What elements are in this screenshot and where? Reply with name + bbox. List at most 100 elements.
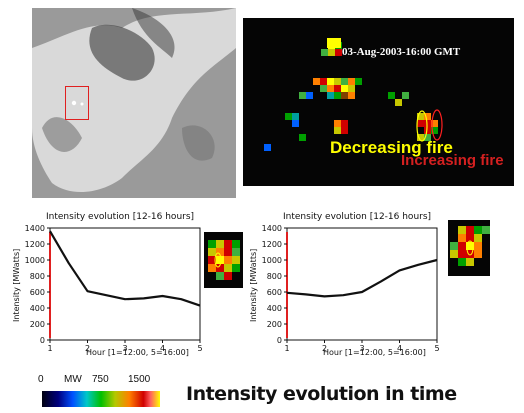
chart-title: Intensity evolution [12-16 hours] (283, 212, 432, 222)
satellite-image (32, 8, 236, 198)
thumbnail-pixel (466, 234, 474, 242)
thumbnail-pixel (474, 226, 482, 234)
fire-thumbnail-decreasing (204, 232, 244, 288)
x-tick-label: 4 (397, 344, 402, 353)
fire-pixel (292, 113, 299, 120)
thumbnail-pixel (458, 242, 466, 250)
y-tick-label: 400 (267, 304, 282, 313)
thumbnail-pixel (216, 256, 224, 264)
thumbnail-pixel (208, 240, 216, 248)
x-tick-label: 1 (284, 344, 289, 353)
thumbnail-pixel (458, 250, 466, 258)
thumbnail-pixel (466, 250, 474, 258)
fire-pixel (424, 113, 431, 120)
fire-pixel (285, 113, 292, 120)
fire-pixel (431, 127, 438, 134)
x-tick-label: 5 (434, 344, 439, 353)
y-tick-label: 800 (30, 272, 45, 281)
thumbnail-pixel (232, 256, 240, 264)
x-tick-label: 3 (359, 344, 364, 353)
thumbnail-pixel (450, 250, 458, 258)
increasing-fire-marker (431, 109, 443, 141)
colorbar-label-min: 0 (38, 374, 44, 385)
fire-pixel (334, 92, 341, 99)
fire-pixel-grid (264, 38, 438, 151)
thumbnail-pixel (216, 240, 224, 248)
map-timestamp: 03-Aug-2003-16:00 GMT (342, 46, 461, 58)
y-tick-label: 1400 (25, 224, 45, 233)
x-tick-label: 1 (47, 344, 52, 353)
thumbnail-pixel (458, 258, 466, 266)
thumbnail-fire-marker (214, 252, 222, 268)
increasing-fire-label: Increasing fire (401, 152, 504, 169)
y-tick-label: 0 (277, 336, 282, 345)
thumbnail-pixel (482, 226, 490, 234)
fire-pixel (417, 120, 424, 127)
x-tick-label: 2 (322, 344, 327, 353)
fire-pixel (328, 49, 335, 56)
plot-frame (286, 227, 438, 341)
thumbnail-pixel (224, 248, 232, 256)
y-tick-label: 400 (30, 304, 45, 313)
fire-pixel (320, 85, 327, 92)
fire-pixel (334, 78, 341, 85)
thumbnail-pixel (474, 250, 482, 258)
chart-title: Intensity evolution [12-16 hours] (46, 212, 195, 222)
thumbnail-pixel (466, 258, 474, 266)
fire-pixel (348, 78, 355, 85)
y-tick-label: 600 (30, 288, 45, 297)
fire-pixel (417, 134, 424, 141)
thumbnail-pixel (474, 234, 482, 242)
fire-pixel (424, 127, 431, 134)
colorbar-label-unit: MW (64, 374, 82, 385)
y-tick-label: 1000 (25, 256, 45, 265)
y-tick-label: 1400 (262, 224, 282, 233)
thumbnail-pixel (216, 272, 224, 280)
y-tick-label: 0 (40, 336, 45, 345)
y-tick-label: 200 (30, 320, 45, 329)
fire-pixel (334, 127, 341, 134)
intensity-line (286, 258, 438, 298)
thumbnail-pixel (208, 256, 216, 264)
thumbnail-pixel (458, 234, 466, 242)
thumbnail-pixel (466, 242, 474, 250)
fire-pixel (306, 92, 313, 99)
fire-pixel (292, 120, 299, 127)
intensity-line (49, 230, 201, 307)
x-tick-label: 4 (160, 344, 165, 353)
figure-caption: Intensity evolution in time (186, 383, 457, 405)
intensity-chart-increasing: Intensity evolution [12-16 hours] Intens… (243, 210, 443, 375)
fire-pixel (341, 92, 348, 99)
fire-thumbnail-increasing (448, 220, 490, 276)
thumbnail-pixel (224, 264, 232, 272)
thumbnail-pixel (474, 242, 482, 250)
plot-area: 0 200 400 600 800 1000 1200 1400 1 2 3 4 5 (262, 224, 440, 353)
fire-pixel (320, 78, 327, 85)
fire-pixel (299, 92, 306, 99)
decreasing-fire-marker (416, 110, 428, 142)
fire-pixel (355, 78, 362, 85)
x-axis-label: Hour [1=12:00, 5=16:00] (86, 348, 189, 357)
fire-pixel (402, 92, 409, 99)
fire-pixel (327, 92, 334, 99)
thumbnail-pixel (232, 264, 240, 272)
thumbnail-fire-marker (466, 240, 474, 256)
plot-area: 0 200 400 600 800 1000 1200 1400 1 2 3 4 5 (25, 224, 203, 353)
y-tick-label: 1000 (262, 256, 282, 265)
fire-pixel (348, 92, 355, 99)
fire-pixel (313, 78, 320, 85)
fire-pixel (431, 120, 438, 127)
thumbnail-pixel (216, 264, 224, 272)
y-tick-label: 1200 (25, 240, 45, 249)
region-highlight-box (65, 86, 89, 120)
fire-pixel (348, 85, 355, 92)
thumbnail-pixel (224, 256, 232, 264)
fire-pixel (327, 85, 334, 92)
fire-pixel (334, 120, 341, 127)
y-tick-label: 600 (267, 288, 282, 297)
thumbnail-pixel (466, 226, 474, 234)
x-axis-label: Hour [1=12:00, 5=16:00] (323, 348, 426, 357)
x-tick-label: 3 (122, 344, 127, 353)
fire-pixel (395, 99, 402, 106)
fire-pixel (335, 49, 342, 56)
